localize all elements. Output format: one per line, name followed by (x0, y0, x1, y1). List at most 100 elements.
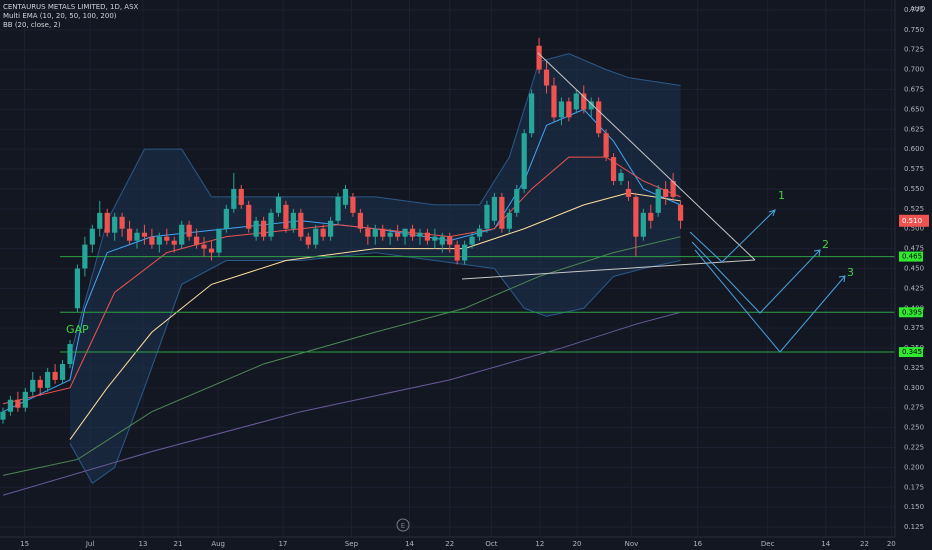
level-tag-label: 0.395 (902, 308, 922, 316)
candle-body (633, 196, 639, 237)
candle-body (447, 236, 453, 245)
x-tick-label: Jul (85, 540, 95, 548)
candle-body (536, 45, 542, 70)
x-tick-label: Aug (211, 540, 225, 548)
candle-body (179, 224, 185, 245)
candle-body (380, 228, 386, 237)
y-tick-label: 0.300 (904, 384, 924, 392)
arrow-head (813, 249, 821, 257)
candle-body (30, 379, 36, 392)
projection-label: 2 (822, 238, 829, 251)
ema-line (69, 192, 681, 440)
y-tick-label: 0.525 (904, 205, 924, 213)
candle-body (149, 236, 155, 245)
candle-body (596, 101, 602, 134)
candle-body (171, 240, 177, 245)
y-tick-label: 0.775 (904, 6, 924, 14)
price-axis (895, 0, 932, 550)
levels (60, 256, 895, 353)
y-tick-label: 0.325 (904, 364, 924, 372)
candle-body (89, 228, 95, 245)
candle-body (298, 212, 304, 237)
last-price-tag (899, 214, 929, 227)
candle-body (164, 236, 170, 241)
currency: AUD (910, 5, 925, 13)
earnings-label: E (401, 522, 405, 530)
drawings (396, 52, 846, 532)
arrow-head (768, 209, 776, 217)
projection-3 (694, 249, 846, 353)
candle-body (238, 188, 244, 205)
indicator-label: Multi EMA (10, 20, 50, 100, 200) (3, 12, 117, 20)
y-tick-label: 0.700 (904, 66, 924, 74)
y-tick-label: 0.650 (904, 105, 924, 113)
y-tick-label: 0.550 (904, 185, 924, 193)
x-tick-label: 16 (693, 540, 702, 548)
x-tick-label: 13 (139, 540, 148, 548)
candle-body (74, 268, 81, 309)
candle-body (313, 228, 319, 245)
candle-body (283, 204, 289, 229)
candle-body (119, 216, 125, 229)
candle-body (506, 212, 512, 229)
level-tag (899, 347, 923, 358)
projection-2 (691, 241, 821, 314)
candle-body (357, 212, 363, 229)
gap-label: GAP (66, 323, 89, 336)
candle-body (476, 228, 483, 237)
x-tick-label: 22 (860, 540, 869, 548)
candle-body (134, 232, 140, 241)
candle-body (551, 85, 557, 118)
candle-body (37, 379, 43, 388)
earnings-marker[interactable] (396, 518, 410, 532)
candle-body (670, 180, 676, 197)
candle-body (417, 232, 423, 237)
level-tag (899, 307, 923, 318)
y-tick-label: 0.450 (904, 265, 924, 273)
x-tick-label: Nov (625, 540, 639, 548)
y-tick-label: 0.625 (904, 125, 924, 133)
candle-body (573, 93, 579, 110)
candle-body (372, 228, 378, 237)
candle-body (208, 248, 215, 253)
candle-body (558, 101, 565, 118)
candle-body (663, 188, 669, 197)
level-tag (899, 251, 923, 262)
candle-body (290, 212, 296, 229)
candle-body (59, 363, 66, 380)
candle-body (246, 204, 252, 229)
y-tick-label: 0.175 (904, 483, 924, 491)
candle-body (335, 196, 341, 221)
candle-body (112, 216, 118, 233)
candle-body (499, 196, 505, 229)
candle-body (491, 196, 498, 221)
projection-label: 1 (778, 189, 785, 202)
y-tick-label: 0.200 (904, 463, 924, 471)
candle-body (67, 344, 73, 364)
candle-body (469, 236, 475, 245)
x-tick-label: Dec (761, 540, 775, 548)
candle-body (529, 93, 535, 134)
candle-body (655, 188, 661, 213)
level-tag-label: 0.465 (902, 253, 922, 261)
y-tick-label: 0.425 (904, 284, 924, 292)
candle-body (521, 133, 527, 189)
candle-body (350, 196, 356, 213)
candle-body (677, 204, 684, 221)
x-tick-label: Oct (485, 540, 497, 548)
candle-body (104, 212, 110, 233)
candle-body (126, 228, 133, 241)
candle-body (462, 244, 468, 261)
indicator-label: BB (20, close, 2) (3, 21, 61, 29)
arrow-head (838, 275, 846, 283)
ema-line (2, 236, 681, 476)
candle-body (186, 224, 192, 237)
y-tick-label: 0.275 (904, 404, 924, 412)
candle-body (640, 212, 646, 237)
candle-body (439, 236, 445, 245)
candle-body (432, 236, 438, 241)
candle-body (268, 212, 274, 237)
candle-body (484, 204, 490, 229)
candle-body (260, 220, 267, 237)
